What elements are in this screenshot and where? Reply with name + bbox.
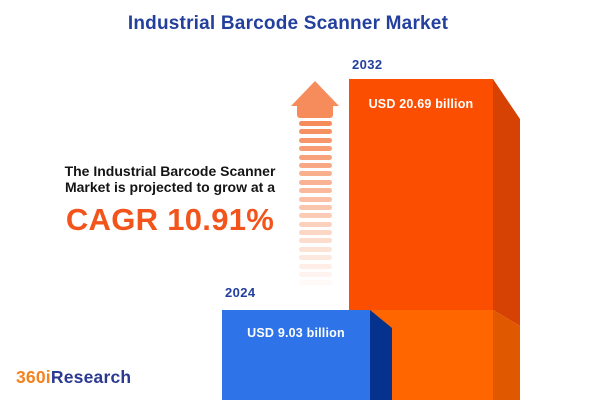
arrow-fade-bar [298, 246, 332, 252]
description-line-1: The Industrial Barcode Scanner [64, 163, 276, 179]
value-label-2032: USD 20.69 billion [368, 97, 474, 111]
arrow-fade-bar [298, 154, 332, 160]
arrow-fade-bar [298, 213, 332, 219]
growth-arrow-icon [291, 81, 339, 289]
arrow-fade-bar [298, 221, 332, 227]
arrow-head [291, 81, 339, 106]
arrow-fade-bar [298, 196, 332, 202]
arrow-fade-bar [298, 121, 332, 126]
page-title: Industrial Barcode Scanner Market [127, 13, 449, 34]
bar-2032-side [493, 79, 520, 326]
arrow-fade-bar [298, 238, 332, 244]
bar-2024-side [370, 310, 392, 400]
arrow-fade-bar [298, 272, 332, 278]
arrow-fade-bar [298, 162, 332, 168]
bar-2024-front [222, 310, 370, 400]
logo-part-360i: 360i [16, 367, 51, 387]
logo-part-research: Research [50, 367, 132, 387]
arrow-fade-bar [298, 204, 332, 210]
arrow-fade-bar [298, 179, 332, 185]
bar-2032-lower-side [493, 310, 520, 400]
value-label-2024: USD 9.03 billion [247, 326, 345, 340]
arrow-neck [297, 103, 333, 118]
cagr-value: CAGR 10.91% [65, 202, 275, 237]
description-block: The Industrial Barcode Scanner Market is… [30, 163, 310, 238]
arrow-fade-bar [298, 255, 332, 261]
year-label-2024: 2024 [225, 285, 256, 300]
arrow-fade-bar [298, 230, 332, 236]
arrow-fade-bar [298, 146, 332, 152]
arrow-fade-bar [298, 188, 332, 194]
arrow-fade-bar [298, 129, 332, 135]
company-logo: 360iResearch [16, 367, 131, 388]
arrow-fade-bar [298, 171, 332, 177]
description-line-2: Market is projected to grow at a [64, 178, 276, 195]
arrow-fade-bar [298, 137, 332, 143]
arrow-fade-bar [298, 263, 332, 269]
year-label-2032: 2032 [352, 57, 383, 72]
arrow-fade-bars [298, 121, 332, 286]
arrow-fade-bar [298, 280, 332, 286]
